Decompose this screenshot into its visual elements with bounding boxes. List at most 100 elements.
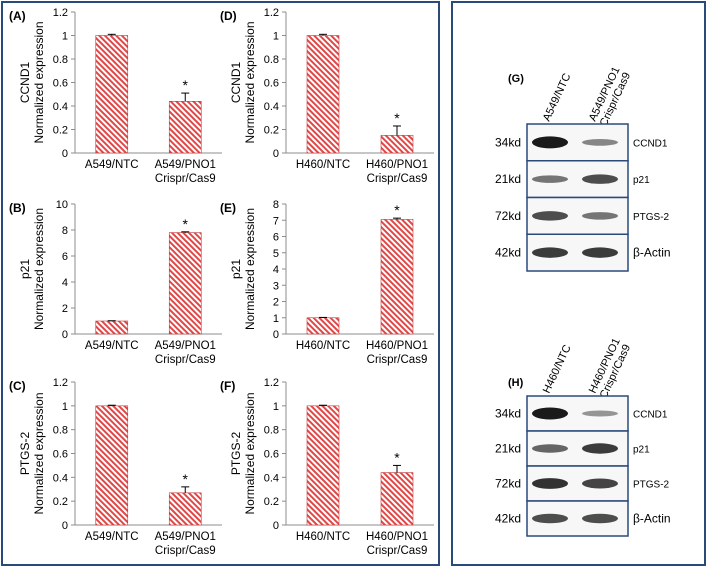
charts-frame (1, 1, 440, 566)
significance-marker: * (394, 110, 400, 126)
y-tick-label: 0.8 (53, 54, 68, 66)
chart-a: (A)CCND1Normalized expression 0 0.2 0.4 0.6 0… (9, 7, 222, 185)
y-axis-label: PTGS-2Normalized expression (229, 392, 257, 514)
y-tick-label: 4 (62, 277, 68, 289)
x-tick-label: A549/NTC (85, 159, 139, 171)
blot-band (532, 407, 568, 420)
x-tick-label: A549/PNO1 Crispr/Cas9 (155, 531, 216, 557)
marker-label: 72kd (495, 477, 521, 491)
lane-label: A549/NTC (541, 72, 574, 124)
protein-label: CCND1 (633, 410, 668, 421)
blot-band (582, 513, 618, 524)
x-tick-label: A549/PNO1 Crispr/Cas9 (155, 159, 216, 185)
y-tick-label: 1 (62, 31, 68, 43)
y-tick-label: 10 (56, 199, 68, 211)
lane-label: A549/PNO1Crispr/Cas9 (587, 65, 634, 128)
blot-band (532, 478, 568, 489)
significance-marker: * (183, 77, 189, 93)
y-tick-label: 0 (273, 148, 279, 160)
y-tick-label: 3 (273, 280, 279, 292)
x-tick-label: H460/PNO1 Crispr/Cas9 (366, 340, 428, 366)
y-tick-label: 0 (62, 148, 68, 160)
bar (168, 232, 202, 335)
blot-band (582, 138, 618, 146)
blot-band (532, 247, 568, 258)
x-tick-label: A549/NTC (85, 340, 139, 352)
y-tick-label: 0 (273, 329, 279, 341)
y-tick-label: 2 (62, 303, 68, 315)
marker-label: 42kd (495, 246, 521, 260)
bar (380, 219, 414, 335)
bar (306, 317, 340, 335)
chart-d: (D)CCND1Normalized expression 0 0.2 0.4 0.6 0… (220, 7, 434, 185)
y-tick-label: 1.2 (53, 7, 68, 19)
panel-label: (C) (9, 379, 26, 393)
y-axis-label: PTGS-2Normalized expression (18, 392, 46, 514)
bar (168, 492, 202, 526)
protein-label: p21 (633, 445, 650, 456)
y-tick-label: 0 (62, 520, 68, 532)
y-tick-label: 1 (62, 401, 68, 413)
panel-label: (D) (220, 9, 237, 23)
western-blots: (G) A549/NTC A549/PNO1Crispr/Cas9 34kd CCND1… (495, 65, 671, 537)
blot-band (582, 212, 618, 220)
marker-label: 21kd (495, 442, 521, 456)
y-tick-label: 0.4 (53, 101, 68, 113)
y-axis-label: p21Normalized expression (18, 208, 46, 330)
marker-label: 21kd (495, 172, 521, 186)
protein-label: PTGS-2 (633, 480, 670, 491)
protein-label: p21 (633, 175, 650, 186)
blot-band (582, 478, 618, 489)
marker-label: 72kd (495, 209, 521, 223)
y-tick-label: 0.4 (264, 472, 279, 484)
blot-band (532, 211, 568, 221)
blot-band (582, 410, 618, 417)
marker-label: 34kd (495, 407, 521, 421)
bar-charts: (A)CCND1Normalized expression00.20.40.60… (9, 7, 434, 557)
protein-label: β-Actin (633, 512, 671, 526)
y-axis-label: p21Normalized expression (229, 208, 257, 330)
bar (306, 405, 340, 526)
panel-label: (H) (508, 377, 524, 389)
y-tick-label: 0 (273, 520, 279, 532)
bar (380, 135, 414, 154)
y-axis-label: CCND1Normalized expression (18, 21, 46, 143)
y-tick-label: 0.8 (264, 425, 279, 437)
bar (95, 320, 129, 335)
panel-label: (F) (220, 379, 235, 393)
chart-e: (E)p21Normalized expression 0 1 2 3 4 5 6 7 8 H460… (220, 199, 434, 366)
y-tick-label: 4 (273, 264, 279, 276)
lane-label: H460/PNO1Crispr/Cas9 (587, 336, 634, 400)
y-axis-label: CCND1Normalized expression (229, 21, 257, 143)
panel-label: (G) (508, 73, 524, 85)
y-tick-label: 0.6 (53, 78, 68, 90)
blot-g: (G) A549/NTC A549/PNO1Crispr/Cas9 34kd CCND1… (495, 65, 671, 272)
y-tick-label: 0 (62, 329, 68, 341)
blots-frame (451, 1, 706, 566)
bar (95, 35, 129, 154)
x-tick-label: H460/NTC (296, 159, 350, 171)
significance-marker: * (183, 216, 189, 232)
y-tick-label: 2 (273, 297, 279, 309)
x-tick-label: H460/PNO1 Crispr/Cas9 (366, 531, 428, 557)
panel-label: (E) (220, 201, 236, 215)
y-tick-label: 1 (273, 401, 279, 413)
y-tick-label: 6 (273, 232, 279, 244)
chart-f: (F)PTGS-2Normalized expression 0 0.2 0.4 0.6… (220, 377, 434, 557)
lane-label: H460/NTC (541, 343, 574, 395)
bar (168, 101, 202, 154)
y-tick-label: 1.2 (53, 377, 68, 389)
y-tick-label: 0.2 (264, 496, 279, 508)
blot-band (532, 444, 568, 453)
y-tick-label: 0.4 (264, 101, 279, 113)
blot-band (532, 513, 568, 524)
y-tick-label: 0.2 (264, 125, 279, 137)
significance-marker: * (394, 449, 400, 465)
protein-label: CCND1 (633, 138, 668, 149)
y-tick-label: 7 (273, 215, 279, 227)
bar (306, 35, 340, 154)
panel-label: (A) (9, 9, 26, 23)
significance-marker: * (394, 202, 400, 218)
chart-b: (B)p21Normalized expression 0 2 4 6 8 10 A549/N… (9, 199, 222, 366)
protein-label: PTGS-2 (633, 212, 670, 223)
